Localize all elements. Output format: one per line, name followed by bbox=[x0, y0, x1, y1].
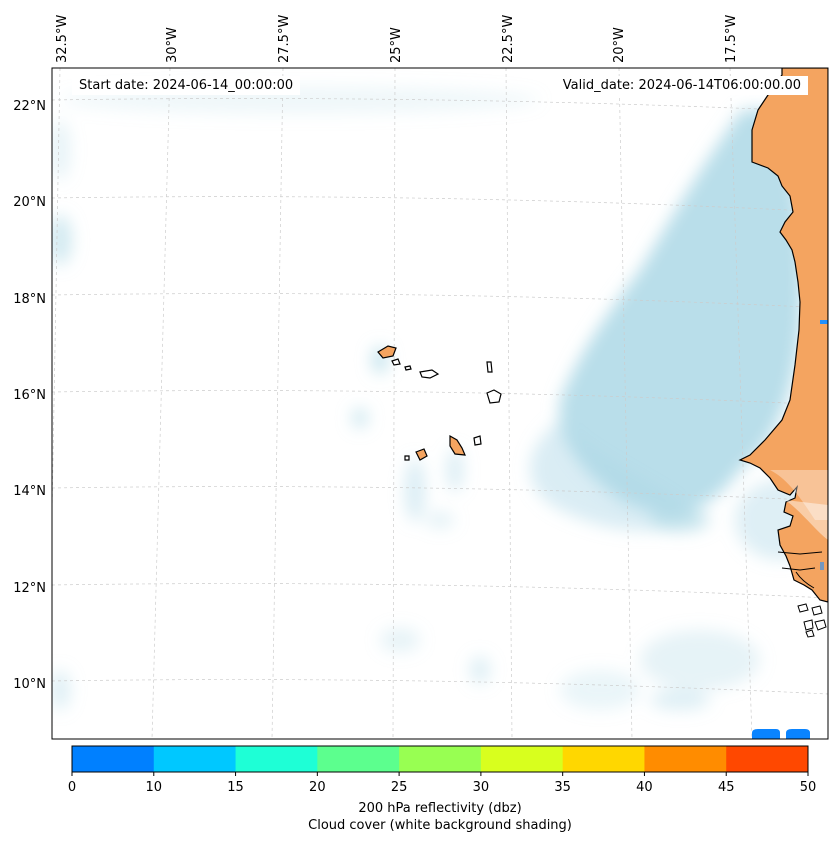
colorbar-tick-label: 20 bbox=[309, 780, 326, 795]
lon-label: 30°W bbox=[165, 27, 180, 63]
map-area bbox=[52, 68, 828, 739]
colorbar-subtitle: Cloud cover (white background shading) bbox=[308, 818, 572, 833]
colorbar-swatch bbox=[153, 746, 237, 772]
colorbar-tick-label: 25 bbox=[391, 780, 408, 795]
colorbar-tick-label: 30 bbox=[473, 780, 490, 795]
cape-verde-islands bbox=[377, 345, 502, 461]
colorbar-tick-label: 10 bbox=[146, 780, 163, 795]
santo-antao bbox=[377, 345, 397, 359]
sao-vicente bbox=[391, 358, 401, 366]
longitude-labels: 32.5°W 30°W 27.5°W 25°W 22.5°W 20°W 17.5… bbox=[55, 15, 739, 63]
colorbar-swatch bbox=[562, 746, 645, 772]
lon-label: 25°W bbox=[389, 27, 404, 63]
colorbar-tick-label: 15 bbox=[227, 780, 244, 795]
lat-label: 10°N bbox=[13, 677, 46, 692]
map-frame bbox=[51, 67, 829, 740]
maio bbox=[473, 435, 482, 446]
latitude-labels: 22°N 20°N 18°N 16°N 14°N 12°N 10°N bbox=[13, 99, 46, 692]
sal bbox=[486, 361, 493, 373]
lon-label: 27.5°W bbox=[277, 15, 292, 63]
valid-date-label: Valid_date: 2024-06-14T06:00:00.00 bbox=[555, 76, 808, 95]
colorbar-swatch bbox=[399, 746, 482, 772]
start-date-label: Start date: 2024-06-14_00:00:00 bbox=[72, 76, 301, 95]
colorbar-swatch bbox=[72, 746, 155, 772]
lat-label: 14°N bbox=[13, 484, 46, 499]
lon-label: 17.5°W bbox=[724, 15, 739, 63]
lon-label: 32.5°W bbox=[55, 15, 70, 63]
sao-nicolau bbox=[419, 369, 440, 379]
colorbar-tick-label: 45 bbox=[718, 780, 735, 795]
gridlines bbox=[52, 68, 828, 739]
lat-label: 12°N bbox=[13, 581, 46, 596]
santiago bbox=[449, 434, 466, 456]
colorbar-swatch bbox=[726, 746, 809, 772]
colorbar-tick-label: 0 bbox=[68, 780, 76, 795]
boa-vista bbox=[486, 389, 502, 404]
colorbar-tick-label: 35 bbox=[554, 780, 571, 795]
colorbar-title: 200 hPa reflectivity (dbz) bbox=[358, 801, 522, 816]
colorbar bbox=[72, 746, 809, 772]
colorbar-swatch bbox=[317, 746, 400, 772]
lon-label: 20°W bbox=[612, 27, 627, 63]
lat-label: 18°N bbox=[13, 292, 46, 307]
africa-landmass bbox=[738, 68, 828, 603]
fogo bbox=[415, 448, 428, 461]
reflectivity-patches bbox=[752, 320, 828, 739]
lat-label: 20°N bbox=[13, 195, 46, 210]
santa-luzia bbox=[404, 365, 412, 371]
colorbar-tick-label: 50 bbox=[800, 780, 817, 795]
colorbar-frame bbox=[71, 745, 809, 773]
colorbar-ticks: 0 10 15 20 25 30 35 40 45 50 bbox=[68, 772, 816, 795]
lat-label: 16°N bbox=[13, 388, 46, 403]
bijagos-islands bbox=[797, 603, 827, 638]
colorbar-swatch bbox=[480, 746, 564, 772]
lat-label: 22°N bbox=[13, 99, 46, 114]
colorbar-swatch bbox=[644, 746, 727, 772]
brava bbox=[404, 455, 410, 461]
colorbar-tick-label: 40 bbox=[636, 780, 653, 795]
lon-label: 22.5°W bbox=[501, 15, 516, 63]
colorbar-swatch bbox=[235, 746, 318, 772]
cloud-cover bbox=[52, 86, 825, 710]
